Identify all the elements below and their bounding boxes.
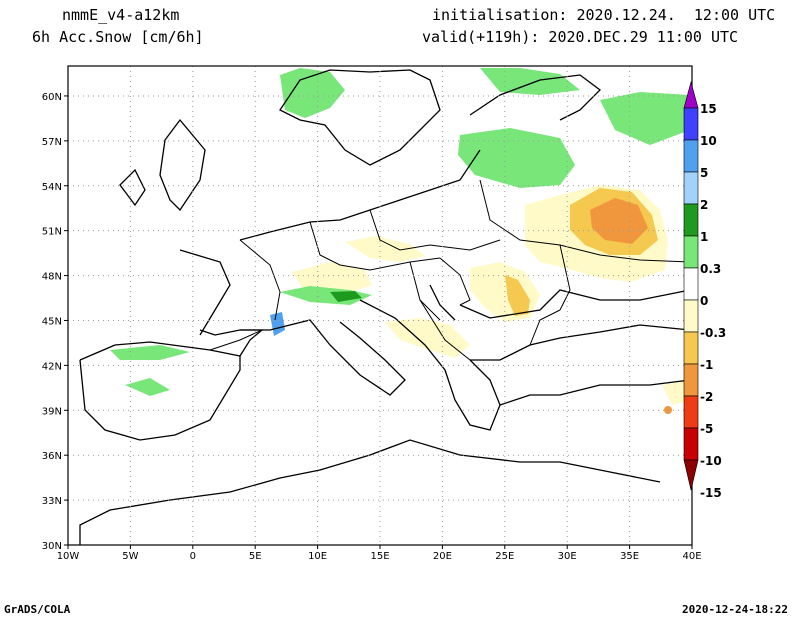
colorbar-label: -1 — [700, 358, 713, 372]
snow-area-sierra — [125, 378, 170, 396]
lon-tick-label: 25E — [495, 551, 514, 562]
lon-tick-label: 35E — [620, 551, 639, 562]
snow-area-alps-core — [330, 291, 362, 302]
colorbar-label: 0.3 — [700, 262, 721, 276]
snow-area-finland — [480, 68, 580, 95]
melt-area-mid-carpathians — [505, 275, 530, 316]
colorbar-swatch — [683, 171, 699, 205]
colorbar-swatch — [683, 331, 699, 365]
colorbar-label: 15 — [700, 102, 717, 116]
coastlines — [79, 69, 691, 545]
snow-area-norway — [280, 68, 345, 118]
lon-tick-label: 20E — [433, 551, 452, 562]
colorbar-label: -2 — [700, 390, 713, 404]
colorbar-swatch — [683, 107, 699, 141]
colorbar-label: 10 — [700, 134, 717, 148]
colorbar-label: 1 — [700, 230, 708, 244]
lon-tick-label: 0 — [190, 551, 196, 562]
lat-tick-label: 48N — [42, 272, 62, 283]
lat-tick-label: 33N — [42, 496, 62, 507]
model-name: nmmE_v4-a12km — [62, 6, 180, 24]
colorbar-label: 2 — [700, 198, 708, 212]
field-title: 6h Acc.Snow [cm/6h] — [32, 28, 204, 46]
software-label: GrADS/COLA — [4, 603, 71, 616]
colorbar-swatch — [683, 427, 699, 461]
snow-area-alps-west — [270, 312, 285, 336]
lon-tick-label: 30E — [558, 551, 577, 562]
melt-area-light-germany — [345, 236, 425, 262]
lon-tick-label: 40E — [682, 551, 701, 562]
lon-tick-label: 15E — [370, 551, 389, 562]
colorbar-swatch-bottom — [683, 459, 699, 491]
lat-tick-label: 57N — [42, 137, 62, 148]
snow-area-north-russia — [600, 92, 690, 145]
colorbar-label: -5 — [700, 422, 713, 436]
latitude-tick-labels: 30N 33N 36N 39N 42N 45N 48N 51N 54N 57N 60N — [42, 92, 68, 552]
lon-tick-label: 10E — [308, 551, 327, 562]
colorbar-swatch — [683, 363, 699, 397]
colorbar-label: -10 — [700, 454, 722, 468]
lat-tick-label: 30N — [42, 541, 62, 552]
initialisation-time: initialisation: 2020.12.24. 12:00 UTC — [432, 6, 776, 24]
lat-tick-label: 60N — [42, 92, 62, 103]
snow-area-baltic — [458, 128, 575, 188]
colorbar-label: 5 — [700, 166, 708, 180]
map-figure: 10W 5W 0 5E 10E 15E 20E 25E 30E 35E 40E 30N33N36N3… — [42, 65, 726, 562]
field-areas — [110, 68, 692, 414]
melt-area-light-balkans — [385, 318, 470, 358]
snow-area-alps — [280, 286, 372, 305]
colorbar: 15 10 5 2 1 0.3 0 -0.3 -1 -2 -5 -10 -15 — [683, 80, 726, 500]
melt-area-strong-east — [590, 198, 648, 244]
valid-time: valid(+119h): 2020.DEC.29 11:00 UTC — [422, 28, 739, 46]
lon-tick-label: 5E — [249, 551, 262, 562]
colorbar-swatch — [683, 139, 699, 173]
lat-tick-label: 51N — [42, 227, 62, 238]
lon-tick-label: 10W — [57, 551, 80, 562]
colorbar-label: -0.3 — [700, 326, 726, 340]
longitude-tick-labels: 10W 5W 0 5E 10E 15E 20E 25E 30E 35E 40E — [57, 545, 702, 562]
colorbar-swatch — [683, 299, 699, 333]
lat-tick-label: 36N — [42, 451, 62, 462]
colorbar-swatch — [683, 203, 699, 237]
colorbar-label: -15 — [700, 486, 722, 500]
lon-tick-label: 5W — [122, 551, 138, 562]
lat-tick-label: 39N — [42, 406, 62, 417]
lat-tick-label: 42N — [42, 361, 62, 372]
colorbar-swatch — [683, 395, 699, 429]
snow-area-cantabrian — [110, 345, 190, 360]
colorbar-swatch — [683, 267, 699, 301]
colorbar-swatch — [683, 235, 699, 269]
lat-tick-label: 45N — [42, 316, 62, 327]
lat-lon-grid — [68, 66, 692, 545]
colorbar-label: 0 — [700, 294, 708, 308]
lat-tick-label: 54N — [42, 182, 62, 193]
plot-frame — [67, 65, 693, 546]
country-borders — [209, 179, 691, 361]
render-timestamp: 2020-12-24-18:22 — [682, 603, 788, 616]
